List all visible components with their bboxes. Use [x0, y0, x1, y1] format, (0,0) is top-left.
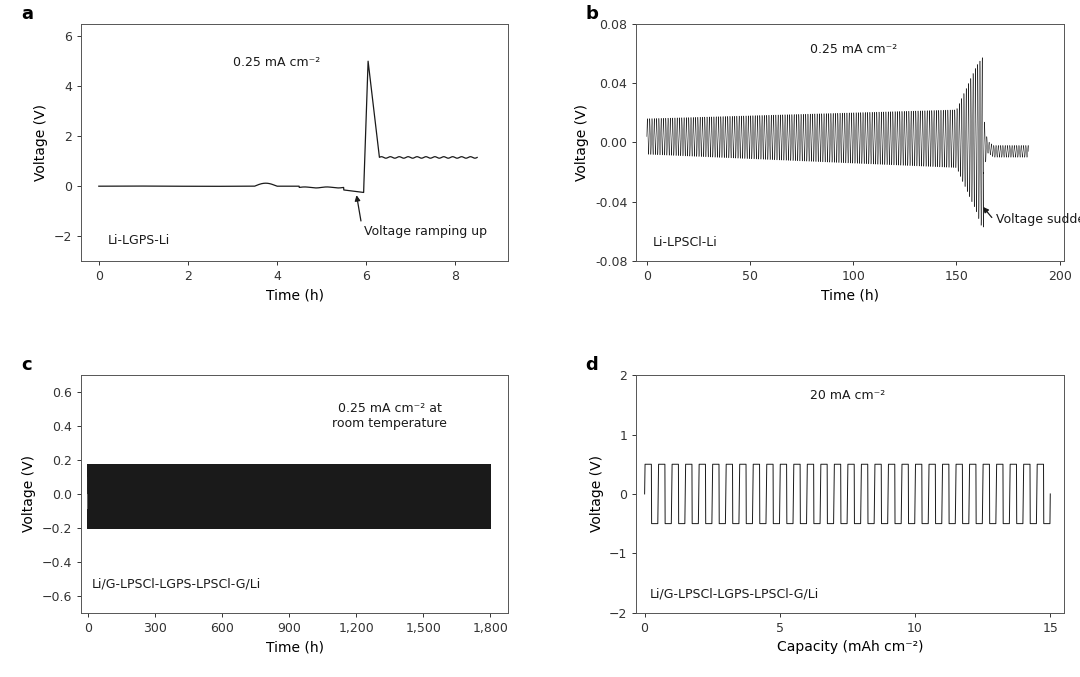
- Y-axis label: Voltage (V): Voltage (V): [576, 104, 590, 181]
- Text: Li/G-LPSCl-LGPS-LPSCl-G/Li: Li/G-LPSCl-LGPS-LPSCl-G/Li: [92, 577, 261, 590]
- X-axis label: Time (h): Time (h): [266, 289, 324, 303]
- Text: Li-LPSCl-Li: Li-LPSCl-Li: [653, 236, 718, 249]
- Text: c: c: [22, 356, 31, 374]
- X-axis label: Time (h): Time (h): [266, 640, 324, 654]
- Text: 20 mA cm⁻²: 20 mA cm⁻²: [810, 389, 886, 402]
- Y-axis label: Voltage (V): Voltage (V): [35, 104, 48, 181]
- Text: a: a: [22, 5, 33, 23]
- Y-axis label: Voltage (V): Voltage (V): [22, 456, 36, 532]
- Text: Li/G-LPSCl-LGPS-LPSCl-G/Li: Li/G-LPSCl-LGPS-LPSCl-G/Li: [650, 588, 820, 601]
- X-axis label: Time (h): Time (h): [821, 289, 879, 303]
- Text: d: d: [585, 356, 598, 374]
- Y-axis label: Voltage (V): Voltage (V): [590, 456, 604, 532]
- X-axis label: Capacity (mAh cm⁻²): Capacity (mAh cm⁻²): [777, 640, 923, 654]
- Text: 0.25 mA cm⁻² at
room temperature: 0.25 mA cm⁻² at room temperature: [333, 402, 447, 431]
- Text: 0.25 mA cm⁻²: 0.25 mA cm⁻²: [233, 56, 321, 69]
- Text: Voltage sudden drop: Voltage sudden drop: [996, 213, 1080, 226]
- Text: Voltage ramping up: Voltage ramping up: [364, 225, 487, 238]
- Text: b: b: [585, 5, 598, 23]
- Text: 0.25 mA cm⁻²: 0.25 mA cm⁻²: [810, 43, 896, 56]
- Text: Li-LGPS-Li: Li-LGPS-Li: [108, 234, 170, 246]
